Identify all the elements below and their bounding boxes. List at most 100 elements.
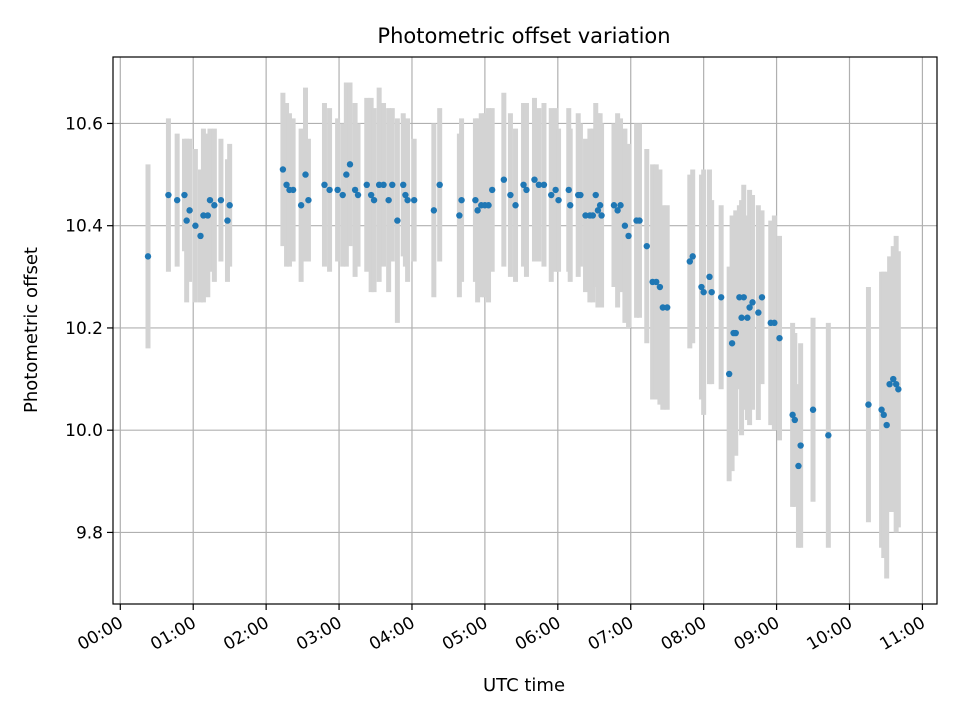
data-point — [321, 181, 328, 189]
data-point — [744, 314, 751, 321]
x-axis-label: UTC time — [483, 675, 565, 696]
data-point — [192, 222, 199, 229]
data-point — [472, 196, 479, 204]
data-point — [738, 314, 745, 321]
data-point — [643, 242, 650, 250]
data-point — [402, 191, 409, 199]
data-point — [725, 370, 733, 378]
y-tick-label: 10.6 — [65, 114, 103, 134]
data-point — [797, 442, 804, 449]
data-point — [594, 207, 602, 214]
data-point — [698, 283, 705, 291]
y-tick-label: 10.0 — [65, 421, 103, 441]
y-axis-ticks: 9.8 10.0 10.2 10.4 10.6 — [65, 114, 113, 543]
y-axis-label: Photometric offset — [21, 247, 42, 413]
data-point — [279, 166, 287, 173]
data-point — [686, 258, 693, 265]
data-point — [204, 212, 211, 219]
data-point — [488, 186, 496, 194]
data-point — [173, 196, 181, 204]
data-point — [523, 186, 530, 194]
data-point — [181, 191, 188, 199]
data-point — [326, 186, 333, 194]
data-point — [700, 288, 707, 296]
data-point — [456, 212, 463, 219]
data-point — [689, 253, 696, 260]
data-point — [659, 304, 667, 311]
chart-title: Photometric offset variation — [377, 24, 670, 48]
data-point — [728, 340, 736, 347]
data-point — [351, 186, 359, 194]
data-point — [621, 222, 629, 229]
plot-frame — [112, 56, 938, 605]
data-point — [165, 191, 172, 199]
data-point — [436, 181, 443, 189]
data-point — [430, 207, 438, 214]
data-point — [334, 186, 341, 194]
data-point — [610, 202, 618, 209]
data-point — [883, 421, 890, 429]
data-point — [736, 294, 743, 301]
data-point — [410, 196, 418, 204]
data-point — [791, 416, 799, 424]
data-point — [531, 176, 538, 183]
data-point — [389, 181, 396, 189]
data-point — [656, 283, 664, 291]
data-point — [297, 202, 305, 209]
data-point — [144, 253, 152, 260]
data-point — [363, 181, 370, 189]
data-point — [589, 212, 597, 219]
data-point — [224, 217, 231, 224]
data-point — [535, 181, 543, 189]
data-point — [886, 380, 893, 388]
y-tick-label: 9.8 — [76, 523, 103, 543]
data-point — [354, 191, 362, 199]
data-point — [305, 196, 312, 204]
data-point — [540, 181, 548, 189]
data-point — [717, 294, 725, 301]
data-point — [663, 304, 671, 311]
data-point — [567, 202, 574, 209]
data-point — [653, 278, 660, 286]
data-point — [400, 181, 407, 189]
data-point — [746, 304, 753, 311]
data-point — [485, 202, 492, 209]
data-point — [758, 294, 766, 301]
data-point — [385, 196, 392, 204]
data-point — [809, 406, 817, 413]
data-point — [555, 196, 562, 204]
data-point — [552, 186, 559, 194]
data-point — [183, 217, 190, 224]
data-point — [339, 191, 346, 199]
data-point — [865, 401, 872, 408]
y-tick-label: 10.4 — [65, 217, 103, 237]
data-point — [507, 191, 514, 199]
data-point — [186, 207, 193, 214]
data-point — [375, 181, 383, 189]
data-point — [878, 406, 885, 413]
point-layer — [144, 161, 902, 470]
data-point — [370, 196, 378, 204]
data-point — [732, 329, 739, 337]
data-point — [458, 196, 465, 204]
data-point — [708, 288, 715, 296]
data-point — [197, 232, 204, 240]
data-point — [706, 273, 713, 281]
data-point — [880, 411, 887, 419]
data-point — [289, 186, 297, 194]
data-point — [776, 334, 783, 342]
data-point — [592, 191, 599, 199]
data-point — [890, 375, 897, 383]
data-point — [346, 161, 354, 168]
data-point — [582, 212, 589, 219]
data-point — [520, 181, 527, 189]
data-point — [625, 232, 632, 240]
data-point — [367, 191, 375, 199]
data-point — [548, 191, 555, 199]
data-point — [771, 319, 778, 327]
data-point — [565, 186, 572, 194]
data-point — [614, 207, 621, 214]
